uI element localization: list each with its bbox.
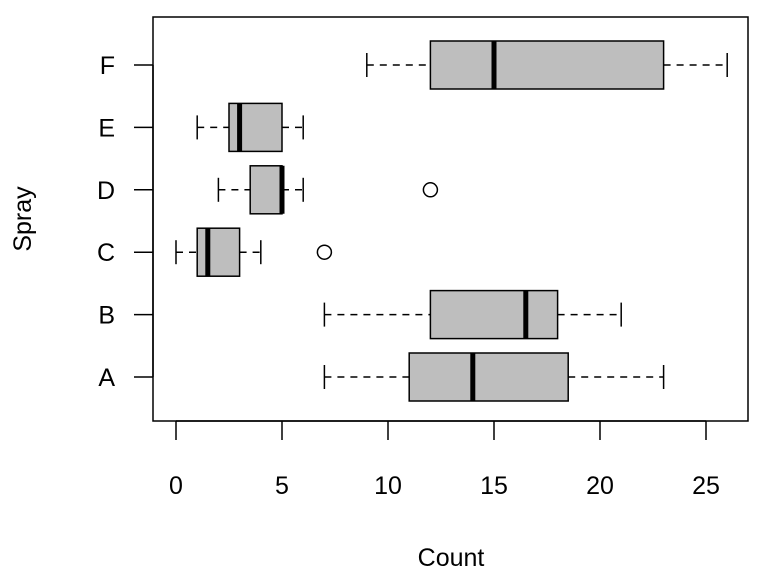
x-axis: 0 5 10 15 20 25: [169, 420, 720, 500]
box-a: [323, 352, 665, 402]
box-iqr: [429, 40, 665, 90]
box-iqr: [249, 165, 283, 215]
outlier-point: [422, 182, 439, 198]
y-axis-label: Spray: [9, 186, 37, 252]
x-tick-label: 15: [480, 472, 508, 500]
y-tick-label: A: [98, 364, 115, 392]
box-b: [323, 289, 622, 340]
x-tick-label: 10: [374, 472, 402, 500]
y-tick-label: B: [98, 302, 115, 330]
box-f: [366, 40, 728, 90]
x-axis-label: Count: [418, 544, 485, 572]
y-tick-label: D: [97, 177, 115, 205]
box-e: [196, 102, 304, 153]
x-tick-label: 20: [586, 472, 614, 500]
x-tick-label: 0: [169, 472, 183, 500]
box-iqr: [429, 289, 559, 340]
boxes-layer: [175, 40, 728, 402]
box-iqr: [408, 352, 569, 402]
y-tick-label: F: [100, 52, 115, 80]
y-tick-label: E: [98, 114, 115, 142]
x-tick-label: 5: [275, 472, 289, 500]
box-d: [217, 165, 439, 215]
x-tick-label: 25: [692, 472, 720, 500]
box-iqr: [228, 102, 283, 153]
box-iqr: [196, 227, 241, 277]
y-axis: A B C D E F: [97, 52, 154, 392]
y-tick-label: C: [97, 239, 115, 267]
outlier-point: [316, 244, 333, 260]
box-c: [175, 227, 333, 277]
